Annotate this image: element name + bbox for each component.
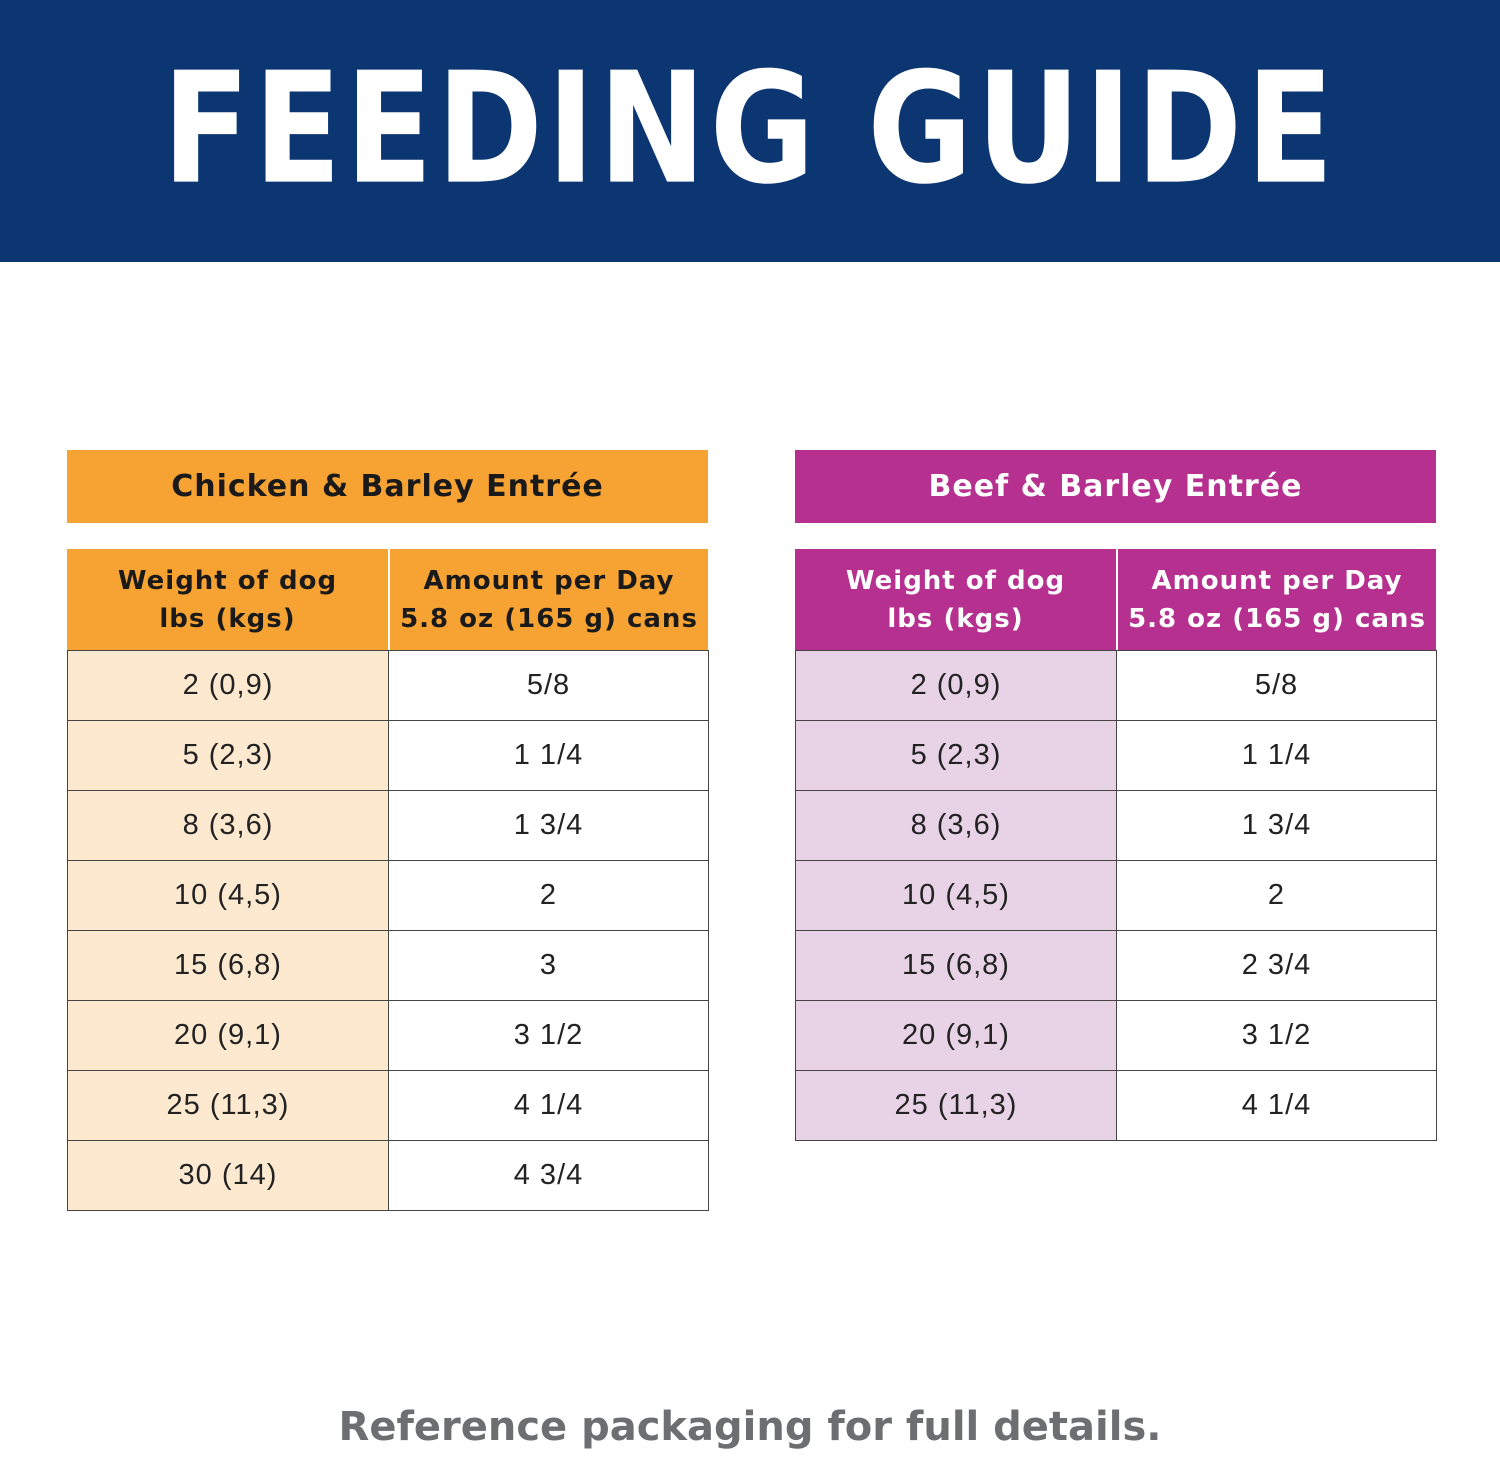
weight-cell: 20 (9,1) bbox=[67, 1000, 389, 1071]
page-title: FEEDING GUIDE bbox=[162, 39, 1338, 219]
header-line: Weight of dog bbox=[117, 565, 338, 596]
header-line: 5.8 oz (165 g) cans bbox=[1128, 603, 1426, 634]
column-header: Amount per Day 5.8 oz (165 g) cans bbox=[1116, 549, 1436, 650]
amount-cell: 2 bbox=[388, 860, 709, 931]
amount-cell: 1 3/4 bbox=[388, 790, 709, 861]
header-line: Amount per Day bbox=[1151, 565, 1403, 596]
weight-cell: 15 (6,8) bbox=[795, 930, 1117, 1001]
header-line: lbs (kgs) bbox=[887, 603, 1024, 634]
amount-cell: 2 3/4 bbox=[1116, 930, 1437, 1001]
amount-cell: 2 bbox=[1116, 860, 1437, 931]
weight-cell: 5 (2,3) bbox=[67, 720, 389, 791]
table-title: Beef & Barley Entrée bbox=[795, 450, 1436, 523]
amount-cell: 3 bbox=[388, 930, 709, 1001]
weight-cell: 25 (11,3) bbox=[795, 1070, 1117, 1141]
table-title: Chicken & Barley Entrée bbox=[67, 450, 708, 523]
weight-cell: 15 (6,8) bbox=[67, 930, 389, 1001]
amount-cell: 1 1/4 bbox=[388, 720, 709, 791]
weight-cell: 2 (0,9) bbox=[67, 650, 389, 721]
column-header: Weight of dog lbs (kgs) bbox=[67, 549, 388, 650]
weight-cell: 8 (3,6) bbox=[795, 790, 1117, 861]
header-line: 5.8 oz (165 g) cans bbox=[400, 603, 698, 634]
weight-cell: 8 (3,6) bbox=[67, 790, 389, 861]
amount-cell: 5/8 bbox=[1116, 650, 1437, 721]
header-line: Amount per Day bbox=[423, 565, 675, 596]
column-header: Weight of dog lbs (kgs) bbox=[795, 549, 1116, 650]
header-line: Weight of dog bbox=[845, 565, 1066, 596]
weight-cell: 30 (14) bbox=[67, 1140, 389, 1211]
footer-note: Reference packaging for full details. bbox=[338, 1404, 1162, 1450]
amount-cell: 1 3/4 bbox=[1116, 790, 1437, 861]
amount-cell: 3 1/2 bbox=[1116, 1000, 1437, 1071]
weight-cell: 2 (0,9) bbox=[795, 650, 1117, 721]
amount-cell: 4 1/4 bbox=[1116, 1070, 1437, 1141]
amount-cell: 4 1/4 bbox=[388, 1070, 709, 1141]
amount-cell: 4 3/4 bbox=[388, 1140, 709, 1211]
weight-cell: 5 (2,3) bbox=[795, 720, 1117, 791]
weight-cell: 10 (4,5) bbox=[67, 860, 389, 931]
header-banner bbox=[0, 0, 1500, 262]
amount-cell: 3 1/2 bbox=[388, 1000, 709, 1071]
header-line: lbs (kgs) bbox=[159, 603, 296, 634]
amount-cell: 5/8 bbox=[388, 650, 709, 721]
weight-cell: 20 (9,1) bbox=[795, 1000, 1117, 1071]
weight-cell: 10 (4,5) bbox=[795, 860, 1117, 931]
weight-cell: 25 (11,3) bbox=[67, 1070, 389, 1141]
amount-cell: 1 1/4 bbox=[1116, 720, 1437, 791]
column-header: Amount per Day 5.8 oz (165 g) cans bbox=[388, 549, 708, 650]
